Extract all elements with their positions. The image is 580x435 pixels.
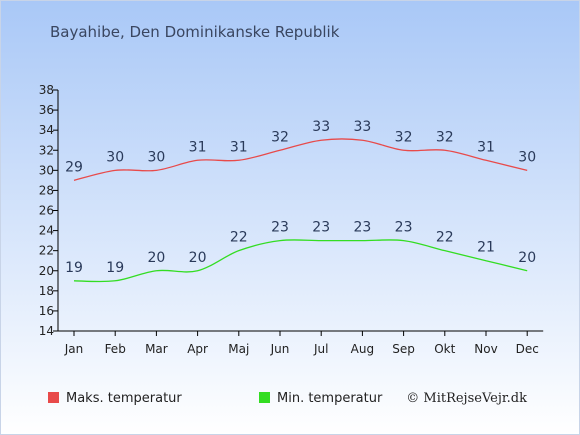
y-tick-label: 18 [39,284,54,298]
data-label: 20 [147,250,165,266]
x-tick-label: Dec [516,342,539,356]
data-label: 32 [271,129,289,145]
x-tick-label: Apr [187,342,208,356]
data-label: 19 [65,260,83,276]
series-line-min [73,239,528,283]
x-tick-label: Feb [105,342,126,356]
data-label: 31 [230,139,248,155]
axes: 14 16 18 20 22 24 26 28 30 32 34 36 38 Jan Feb Mar Apr Ma… [39,83,544,356]
x-tick-label: Okt [434,342,455,356]
credit-text: © MitRejseVejr.dk [406,391,527,406]
legend-label-min: Min. temperatur [277,391,383,406]
legend: Maks. temperatur Min. temperatur [48,391,383,406]
data-label: 20 [518,250,536,266]
data-label: 20 [189,250,207,266]
x-tick-label: Mar [145,342,168,356]
data-label: 21 [477,240,495,256]
data-label: 31 [189,139,207,155]
data-label: 33 [312,119,330,135]
legend-swatch-max [48,392,59,403]
legend-label-max: Maks. temperatur [66,391,182,406]
x-tick-label: Maj [228,342,249,356]
y-tick-label: 34 [39,123,54,137]
data-label: 23 [271,220,289,236]
data-label: 30 [518,149,536,165]
x-tick-label: Sep [392,342,415,356]
data-label: 23 [353,220,371,236]
x-tick-label: Jan [64,342,84,356]
chart-title: Bayahibe, Den Dominikanske Republik [50,23,340,41]
x-tick-label: Aug [351,342,374,356]
y-tick-label: 38 [39,83,54,97]
series-layer: 29 30 30 31 31 32 33 33 32 32 31 30 19 19 20 20 22 23 23 23… [65,119,536,283]
y-tick-label: 14 [39,324,54,338]
x-tick-label: Nov [474,342,497,356]
y-tick-label: 32 [39,143,54,157]
legend-swatch-min [259,392,270,403]
y-tick-label: 16 [39,304,54,318]
y-tick-label: 36 [39,103,54,117]
data-label: 19 [106,260,124,276]
data-label: 31 [477,139,495,155]
data-label: 30 [147,149,165,165]
x-tick-label: Jun [270,342,290,356]
data-label: 30 [106,149,124,165]
data-label: 23 [312,220,330,236]
data-label: 22 [230,230,248,246]
y-tick-label: 28 [39,183,54,197]
y-tick-label: 22 [39,244,54,258]
data-label: 29 [65,159,83,175]
y-tick-label: 30 [39,163,54,177]
data-label: 33 [353,119,371,135]
data-label: 23 [395,220,413,236]
y-tick-label: 24 [39,224,54,238]
series-line-max [73,138,528,182]
y-tick-label: 26 [39,204,54,218]
data-label: 32 [395,129,413,145]
x-tick-label: Jul [313,342,328,356]
data-label: 22 [436,230,454,246]
data-label: 32 [436,129,454,145]
y-tick-label: 20 [39,264,54,278]
